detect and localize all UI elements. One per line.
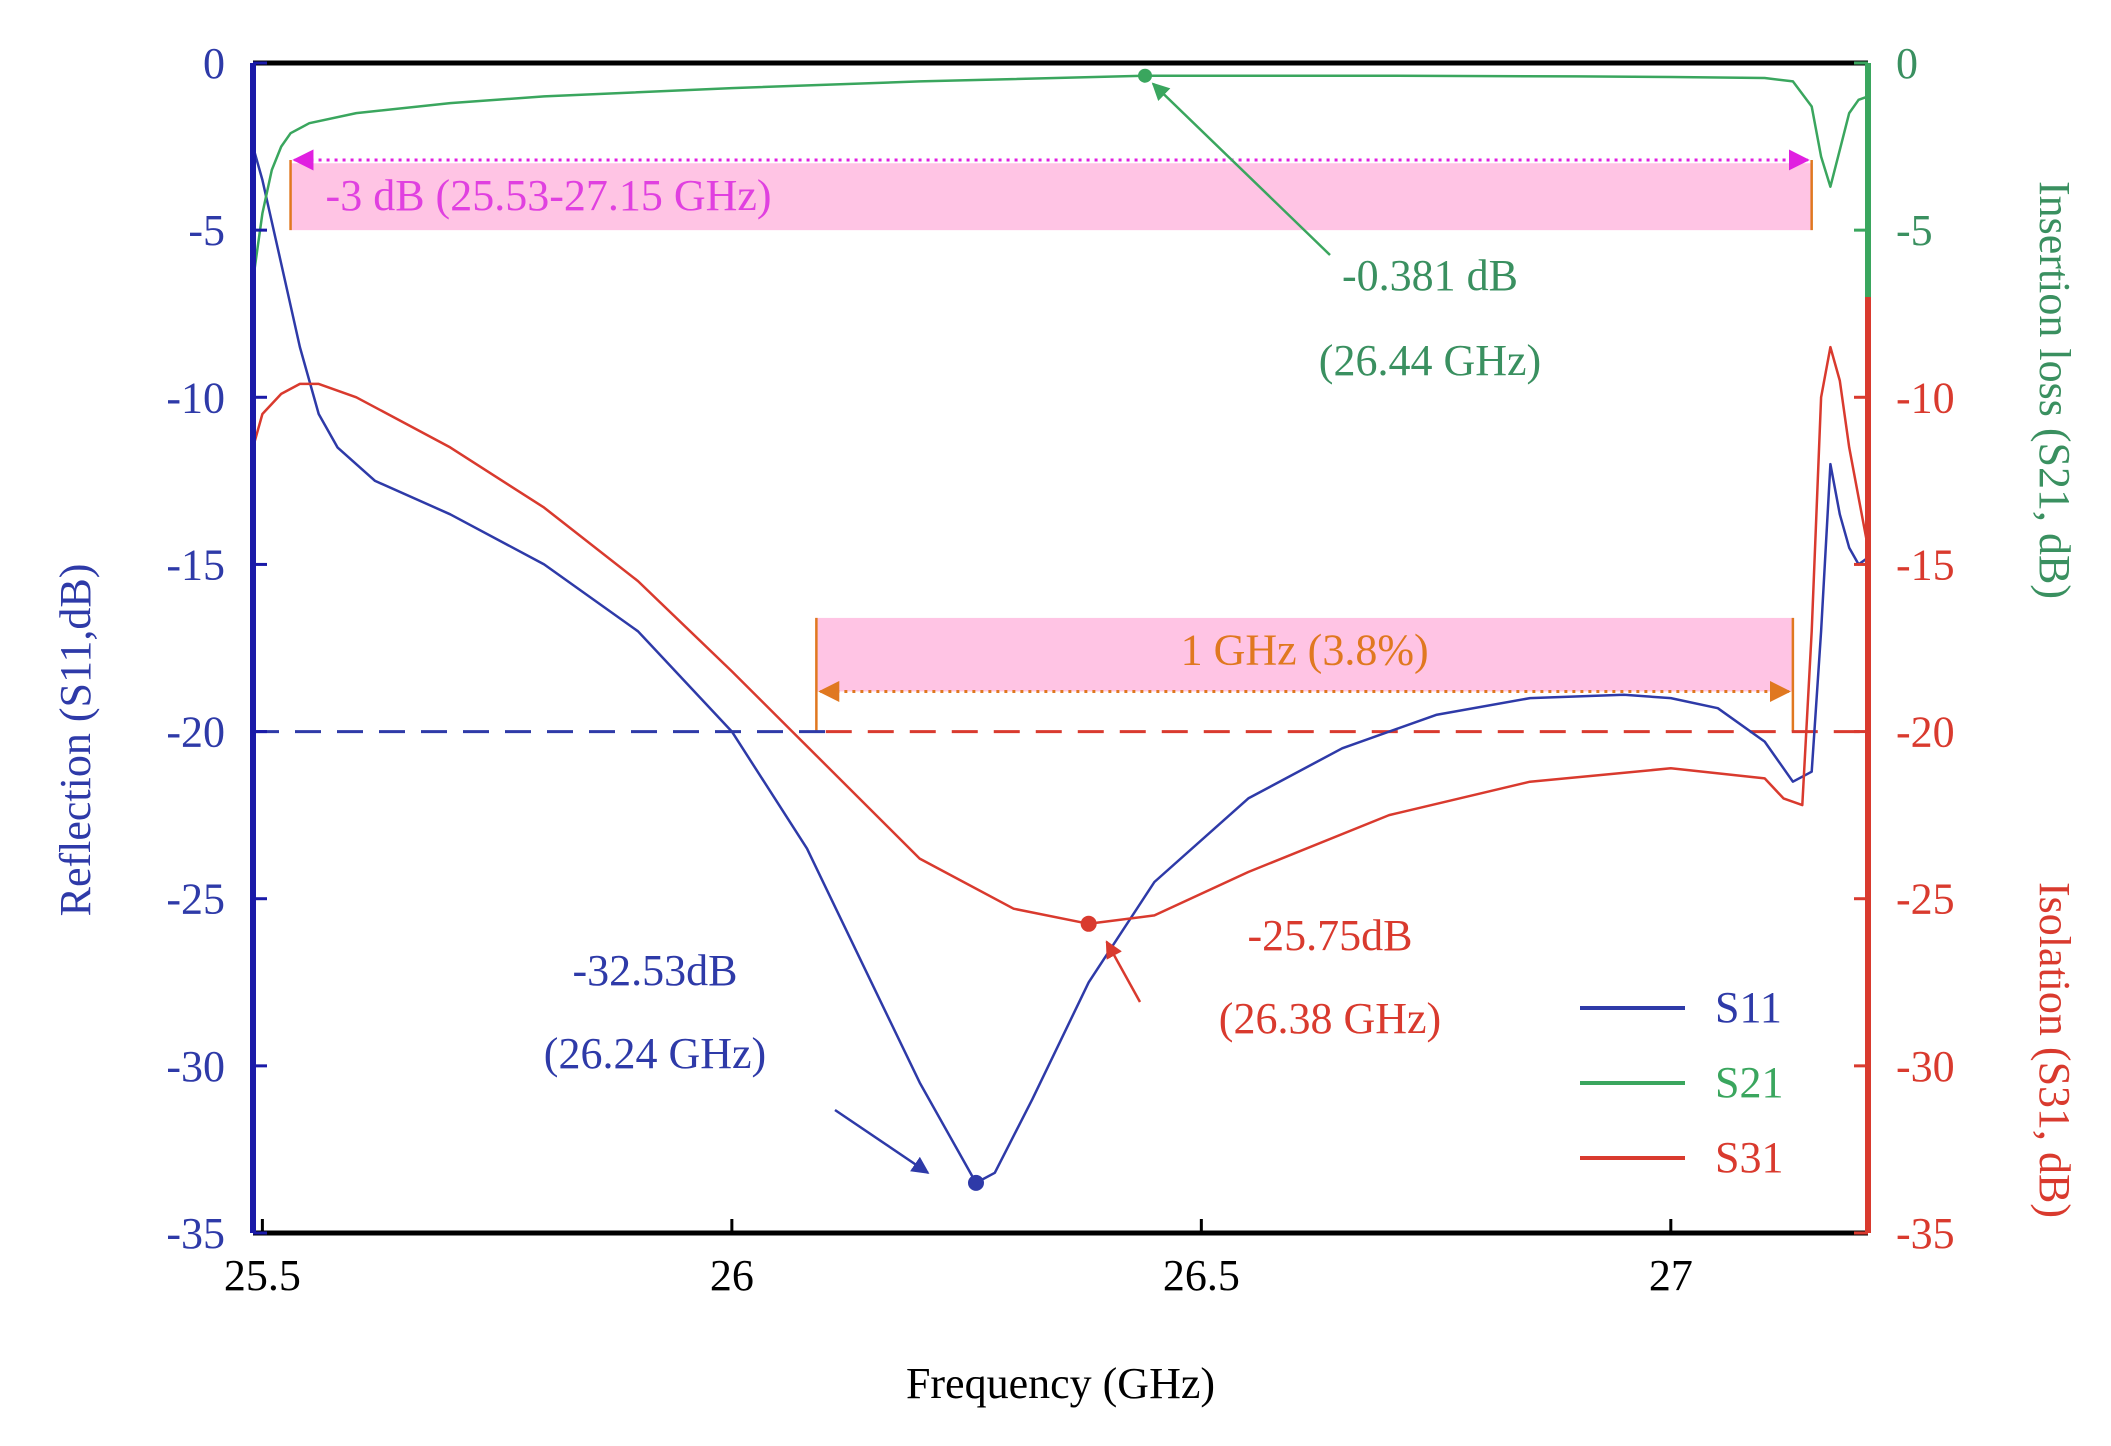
annotations-layer: -3 dB (25.53-27.15 GHz) 1 GHz (3.8%) -0.38…	[326, 68, 1541, 1191]
x-tick-label: 26.5	[1163, 1251, 1240, 1300]
right-s31-tick-label: -35	[1896, 1209, 1955, 1258]
left-tick-label: -15	[166, 540, 225, 589]
s21-marker-label-1: -0.381 dB	[1342, 251, 1518, 300]
left-axis-title: Reflection (S11,dB)	[51, 564, 100, 917]
series-line-s31	[251, 345, 1870, 926]
right-s21-tick-label: 0	[1896, 39, 1918, 88]
right-axis-s31-title: Isolation (S31, dB)	[2030, 882, 2079, 1218]
s31-marker-arrow	[1105, 940, 1142, 1003]
band-3db-fill	[290, 163, 1812, 231]
x-tick-label: 27	[1649, 1251, 1693, 1300]
left-tick-label: -35	[166, 1209, 225, 1258]
s31-marker-label-2: (26.38 GHz)	[1219, 994, 1441, 1043]
right-s31-tick-label: -15	[1896, 540, 1955, 589]
bands-layer	[289, 149, 1813, 732]
right-axis-s21-title: Insertion loss (S21, dB)	[2030, 181, 2079, 599]
left-tick-label: -20	[166, 708, 225, 757]
right-s31-tick-label: -20	[1896, 708, 1955, 757]
x-axis-title: Frequency (GHz)	[906, 1359, 1215, 1408]
series-layer	[251, 74, 1870, 1185]
s21-marker-dot	[1138, 68, 1153, 83]
series-line-s21	[251, 74, 1869, 281]
legend-label-s31: S31	[1715, 1133, 1783, 1182]
series-line-s11	[251, 146, 1869, 1185]
left-tick-label: -25	[166, 875, 225, 924]
band-1ghz-fill	[816, 617, 1793, 692]
legend-label-s21: S21	[1715, 1058, 1783, 1107]
right-s31-tick-label: -25	[1896, 875, 1955, 924]
band-3db-label: -3 dB (25.53-27.15 GHz)	[326, 171, 772, 220]
legend: S11 S21 S31	[1580, 983, 1783, 1182]
left-tick-label: 0	[203, 39, 225, 88]
legend-label-s11: S11	[1715, 983, 1782, 1032]
right-s21-tick-label: -5	[1896, 206, 1933, 255]
x-tick-label: 25.5	[224, 1251, 301, 1300]
axes-layer: 25.5 26 26.5 27 0 -5 -10 -15 -20 -25 -30 -35 0 -5 -10 -…	[51, 39, 2079, 1408]
left-tick-label: -10	[166, 373, 225, 422]
s31-marker-label-1: -25.75dB	[1248, 911, 1413, 960]
s11-marker-dot	[967, 1174, 984, 1191]
left-tick-label: -30	[166, 1042, 225, 1091]
s31-marker-dot	[1080, 915, 1097, 932]
band-1ghz-label: 1 GHz (3.8%)	[1181, 626, 1429, 675]
s11-marker-label-1: -32.53dB	[573, 946, 738, 995]
s21-marker-arrow	[1151, 82, 1331, 256]
s21-marker-label-2: (26.44 GHz)	[1319, 336, 1541, 385]
left-tick-label: -5	[188, 206, 225, 255]
s11-marker-label-2: (26.24 GHz)	[544, 1029, 766, 1078]
s11-marker-arrow	[834, 1108, 930, 1174]
x-tick-label: 26	[710, 1251, 754, 1300]
right-s31-tick-label: -10	[1896, 373, 1955, 422]
right-s31-tick-label: -30	[1896, 1042, 1955, 1091]
